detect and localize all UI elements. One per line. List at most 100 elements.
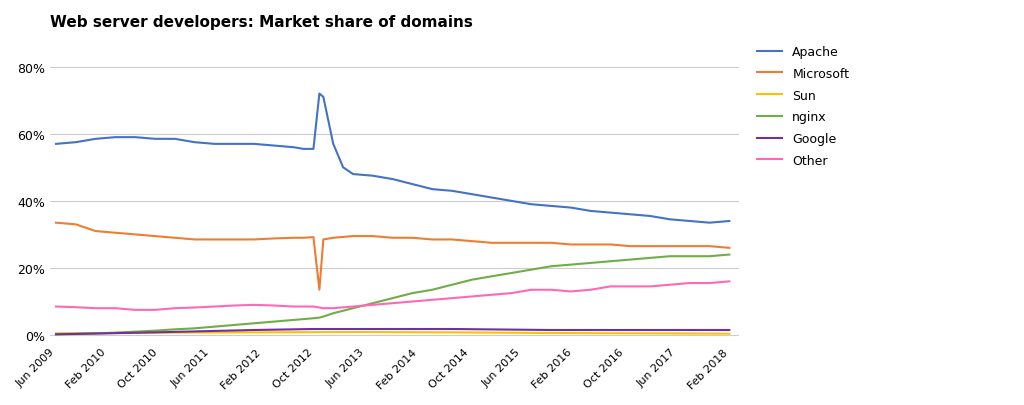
Other [505,291,517,296]
Microsoft [644,244,656,249]
Other [664,283,676,288]
Google [644,328,656,333]
Microsoft [327,236,339,241]
nginx [347,306,359,311]
nginx [110,330,122,335]
Apache [89,137,101,142]
Apache [625,212,637,217]
Apache [386,177,398,182]
nginx [129,329,141,334]
nginx [367,301,379,306]
Microsoft [288,236,300,241]
Google [723,328,735,333]
nginx [426,288,438,292]
Apache [644,214,656,219]
Microsoft [208,237,220,242]
nginx [525,268,538,273]
Apache [585,209,597,214]
Apache [445,189,458,194]
Legend: Apache, Microsoft, Sun, nginx, Google, Other: Apache, Microsoft, Sun, nginx, Google, O… [753,41,854,173]
Other [625,284,637,289]
Google [347,327,359,332]
Sun [50,331,62,336]
Microsoft [148,234,161,239]
nginx [485,274,498,279]
Google [307,327,319,332]
Sun [148,330,161,335]
nginx [386,296,398,301]
Other [644,284,656,289]
Microsoft [703,244,716,249]
Apache [565,206,578,211]
Microsoft [50,221,62,226]
Other [604,284,616,289]
Line: Apache: Apache [56,94,729,223]
Apache [466,192,478,197]
nginx [505,271,517,276]
Line: Microsoft: Microsoft [56,223,729,290]
Microsoft [347,234,359,239]
Apache [110,135,122,140]
Other [426,298,438,303]
Microsoft [89,229,101,234]
Apache [288,145,300,150]
Google [50,332,62,337]
Apache [347,172,359,177]
nginx [188,326,201,331]
Other [545,288,557,292]
Other [466,294,478,299]
nginx [684,254,696,259]
Line: Sun: Sun [56,332,729,334]
Apache [703,221,716,226]
nginx [445,283,458,288]
Other [70,305,82,310]
nginx [644,256,656,261]
nginx [664,254,676,259]
Other [585,288,597,292]
Apache [50,142,62,147]
Microsoft [604,243,616,247]
Other [50,304,62,309]
Microsoft [585,243,597,247]
nginx [327,311,339,316]
Other [89,306,101,311]
Apache [407,182,419,187]
Other [703,281,716,286]
Sun [248,330,260,335]
Other [129,308,141,313]
Apache [70,141,82,145]
Other [684,281,696,286]
Apache [169,137,181,142]
Microsoft [505,241,517,245]
nginx [70,331,82,336]
Apache [148,137,161,142]
Apache [313,92,326,97]
Other [386,301,398,306]
nginx [625,258,637,262]
Microsoft [426,237,438,242]
Microsoft [297,236,309,241]
Other [347,304,359,309]
Other [228,303,241,308]
Other [188,305,201,310]
Google [445,327,458,332]
Google [148,330,161,335]
Microsoft [407,236,419,241]
Other [317,306,330,311]
Other [288,304,300,309]
nginx [565,262,578,267]
Other [267,303,280,308]
Other [723,279,735,284]
Microsoft [466,239,478,244]
Microsoft [70,222,82,227]
Sun [347,330,359,335]
Microsoft [525,241,538,245]
Microsoft [313,288,326,292]
nginx [228,323,241,328]
nginx [545,264,557,269]
Other [313,305,326,310]
nginx [317,314,330,319]
Microsoft [545,241,557,245]
Microsoft [723,246,735,251]
Apache [129,135,141,140]
